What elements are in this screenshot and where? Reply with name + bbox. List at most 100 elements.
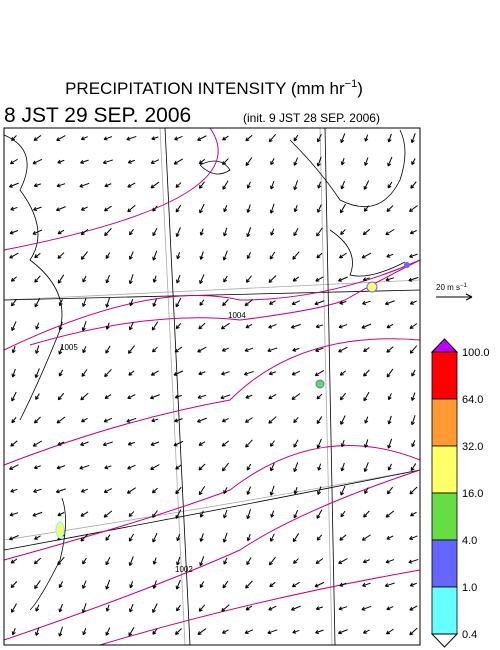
wind-arrow xyxy=(128,274,134,285)
wind-arrow xyxy=(81,603,87,614)
colorbar-bottom-triangle xyxy=(430,633,459,648)
wind-arrow xyxy=(387,438,393,449)
wind-arrow xyxy=(339,392,346,401)
wind-arrow xyxy=(150,441,160,446)
wind-arrow xyxy=(176,274,181,284)
wind-arrow xyxy=(34,253,41,259)
wind-arrow xyxy=(81,417,88,423)
wind-arrow xyxy=(386,346,394,353)
wind-arrow xyxy=(385,510,395,518)
major-grid-line xyxy=(3,469,421,551)
wind-arrow xyxy=(339,252,347,259)
wind-arrow xyxy=(10,581,18,589)
wind-arrow xyxy=(245,275,252,283)
wind-arrow xyxy=(316,252,323,259)
wind-arrow xyxy=(293,228,299,237)
wind-arrow xyxy=(175,204,182,213)
wind-arrow xyxy=(222,180,229,190)
wind-arrow xyxy=(244,298,254,307)
coastlines xyxy=(3,129,406,611)
colorbar-segment xyxy=(431,351,458,400)
wind-arrow xyxy=(270,228,275,236)
wind-arrow xyxy=(198,604,206,612)
wind-arrow xyxy=(221,440,230,447)
wind-arrow xyxy=(57,274,65,284)
wind-arrow xyxy=(268,133,277,143)
wind-arrow xyxy=(175,297,182,308)
wind-arrow xyxy=(176,556,181,566)
wind-arrow xyxy=(80,251,88,260)
wind-arrow xyxy=(268,416,277,424)
wind-arrow xyxy=(245,394,253,399)
valid-time: 8 JST 29 SEP. 2006 xyxy=(4,104,191,127)
wind-arrow xyxy=(386,323,394,329)
major-grid xyxy=(3,127,421,646)
wind-arrow xyxy=(199,299,205,306)
coastline xyxy=(29,497,66,611)
coastline xyxy=(289,129,406,208)
wind-arrow xyxy=(315,558,324,565)
wind-arrow xyxy=(151,321,159,331)
wind-arrow xyxy=(129,299,134,307)
wind-arrow xyxy=(317,181,322,189)
wind-arrow xyxy=(128,556,134,567)
wind-arrow xyxy=(340,133,346,144)
wind-arrow xyxy=(292,533,300,543)
colorbar-segment xyxy=(431,398,458,447)
wind-arrow xyxy=(269,485,275,496)
wind-arrow xyxy=(35,322,40,330)
wind-arrow xyxy=(82,557,87,565)
wind-arrow xyxy=(293,487,298,495)
wind-arrow xyxy=(173,370,184,376)
wind-arrow xyxy=(152,298,158,307)
wind-arrow xyxy=(82,628,87,636)
wind-arrow xyxy=(104,394,112,399)
wind-arrow xyxy=(102,159,113,165)
wind-arrow xyxy=(34,535,41,540)
wind-arrow xyxy=(409,323,418,330)
wind-arrow xyxy=(33,183,41,188)
wind-arrow xyxy=(152,580,157,589)
wind-arrow xyxy=(316,534,323,541)
wind-arrow xyxy=(411,158,416,166)
wind-arrow xyxy=(268,275,277,283)
wind-arrow xyxy=(152,628,158,635)
wind-arrow xyxy=(176,534,181,542)
wind-arrow xyxy=(80,136,88,141)
map-frame xyxy=(3,127,421,646)
wind-arrow xyxy=(57,159,65,164)
wind-arrow xyxy=(340,462,345,472)
wind-arrow xyxy=(339,534,347,541)
wind-arrow xyxy=(152,250,158,261)
wind-arrow xyxy=(410,511,417,517)
wind-arrow xyxy=(268,605,277,611)
wind-arrow xyxy=(223,557,228,565)
wind-arrow xyxy=(315,324,323,329)
wind-arrow xyxy=(292,276,300,282)
wind-arrow xyxy=(174,418,183,423)
wind-arrow xyxy=(363,369,370,377)
wind-arrow xyxy=(199,251,204,260)
wind-arrow xyxy=(223,227,228,237)
wind-arrow xyxy=(196,417,207,423)
wind-arrow xyxy=(127,182,136,188)
wind-arrow xyxy=(316,156,322,167)
wind-arrow xyxy=(220,322,230,330)
wind-arrow xyxy=(246,486,252,495)
wind-arrow xyxy=(10,488,18,493)
wind-arrow xyxy=(409,486,418,495)
wind-arrow xyxy=(338,558,348,564)
wind-arrow xyxy=(149,394,160,400)
wind-arrow xyxy=(364,134,369,142)
wind-arrow xyxy=(55,488,66,494)
wind-arrow xyxy=(409,230,417,235)
wind-arrow xyxy=(411,369,416,377)
major-grid-line xyxy=(164,127,191,646)
title: PRECIPITATION INTENSITY (mm hr−1) xyxy=(65,78,363,98)
wind-arrow xyxy=(150,181,160,189)
wind-arrow xyxy=(220,394,231,400)
wind-arrow xyxy=(32,511,43,517)
wind-arrow xyxy=(11,391,17,402)
wind-arrow xyxy=(385,277,395,282)
wind-arrow xyxy=(58,344,64,355)
